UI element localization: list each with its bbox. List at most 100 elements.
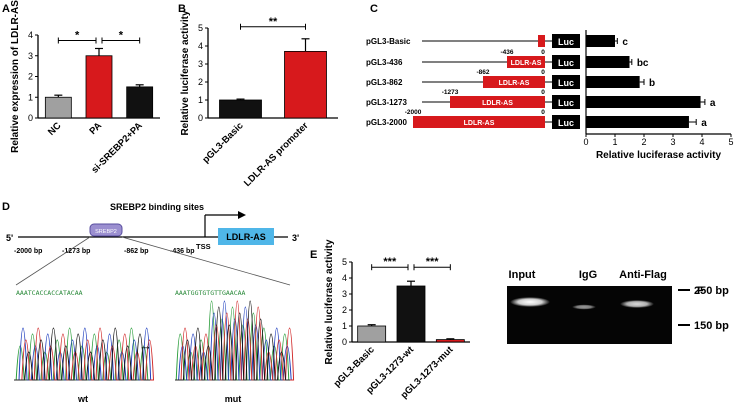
bar: [357, 325, 387, 343]
y-tick-label: 4: [198, 41, 203, 51]
binding-sites-title: SREBP2 binding sites: [110, 202, 204, 212]
construct-name: pGL3-Basic: [366, 37, 411, 46]
y-tick-label: 4: [342, 273, 347, 283]
panel-label-b: B: [178, 3, 186, 15]
y-tick-label: 1: [28, 92, 33, 102]
y-tick-label: 1: [198, 95, 203, 105]
zoom-line-left: [15, 236, 91, 286]
bar: [586, 35, 615, 47]
bar: [586, 76, 640, 88]
panel-label-f: F: [697, 285, 704, 297]
significance-label: *: [119, 29, 124, 41]
promoter-insert: [507, 56, 545, 68]
band-input: [510, 297, 550, 307]
bar: [126, 86, 154, 119]
category-label: PA: [88, 120, 105, 137]
x-tick-label: 2: [641, 137, 646, 147]
panel-label-d: D: [2, 201, 10, 213]
y-tick-label: 4: [28, 30, 33, 40]
x-tick-label: 5: [728, 137, 733, 147]
chart-c: pGL3-Basic Luc c pGL3-436 LDLR-AS -436 0 Luc bc p…: [366, 30, 734, 161]
significance-label: ***: [426, 256, 440, 268]
gel-image: [507, 286, 672, 344]
panel-label-a: A: [2, 3, 10, 15]
pos-862: -862 bp: [124, 248, 149, 255]
y-tick-label: 3: [198, 59, 203, 69]
x-tick-label: 0: [583, 137, 588, 147]
y-axis-label: Relative expression of LDLR-AS: [10, 0, 21, 153]
bar: [85, 55, 113, 119]
luc-box: [552, 95, 580, 109]
lane-anti-flag: Anti-Flag: [619, 269, 667, 281]
construct-name: pGL3-862: [366, 78, 403, 87]
construct-zero: 0: [541, 69, 545, 76]
luc-box: [552, 115, 580, 129]
insert-label: LDLR-AS: [499, 80, 530, 87]
y-tick-label: 0: [198, 113, 203, 123]
luc-box: [552, 55, 580, 69]
srebp2-box: [89, 223, 123, 237]
luc-label: Luc: [558, 98, 574, 108]
bar: [586, 116, 689, 128]
tss-arrow-head: [238, 211, 246, 219]
marker-150: 150 bp: [694, 320, 729, 332]
group-letter: b: [649, 78, 655, 89]
y-tick-label: 2: [198, 77, 203, 87]
pos-2000: -2000 bp: [14, 248, 42, 255]
construct-start: -862: [476, 69, 489, 76]
panel-d-schematic: SREBP2 binding sites 5' SREBP2 LDLR-AS 3…: [6, 202, 299, 404]
marker-250: 250 bp: [694, 285, 729, 297]
construct-zero: 0: [541, 89, 545, 96]
group-letter: c: [622, 37, 628, 48]
srebp2-box-label: SREBP2: [95, 229, 117, 235]
y-tick-label: 5: [198, 23, 203, 33]
x-tick-label: 3: [670, 137, 675, 147]
bar: [284, 51, 327, 119]
construct-start: -436: [500, 49, 513, 56]
significance-label: ***: [383, 256, 397, 268]
group-letter: bc: [637, 58, 649, 69]
y-tick-label: 2: [342, 305, 347, 315]
y-tick-label: 1: [342, 321, 347, 331]
x-tick-label: 1: [612, 137, 617, 147]
wt-label: wt: [77, 394, 88, 404]
y-tick-label: 3: [28, 51, 33, 61]
category-label: LDLR-AS promoter: [242, 120, 311, 189]
significance-label: **: [269, 16, 278, 28]
five-prime-label: 5': [6, 233, 13, 243]
y-tick-label: 0: [28, 113, 33, 123]
insert-label: LDLR-AS: [464, 120, 495, 127]
significance-label: *: [75, 29, 80, 41]
panel-f-gel: Input IgG Anti-Flag 250 bp 150 bp: [507, 269, 729, 344]
promoter-insert: [413, 116, 545, 128]
band-anti-flag: [620, 300, 654, 308]
insert-label: LDLR-AS: [482, 100, 513, 107]
luc-box: [552, 75, 580, 89]
luc-label: Luc: [558, 118, 574, 128]
mut-label: mut: [225, 394, 242, 404]
y-axis-label: Relative luciferase activity: [324, 239, 335, 365]
luc-label: Luc: [558, 58, 574, 68]
chart-b: 0 1 2 3 4 5 Relative luciferase activity pGL3-B…: [180, 10, 338, 189]
wt-sequence: AAATCACCACCATACAA: [16, 289, 83, 297]
construct-name: pGL3-1273: [366, 98, 407, 107]
pos-1273: -1273 bp: [62, 248, 90, 255]
construct-zero: 0: [541, 49, 545, 56]
y-tick-label: 3: [342, 289, 347, 299]
y-tick-label: 0: [342, 337, 347, 347]
panel-label-e: E: [310, 249, 317, 261]
promoter-insert: [450, 96, 545, 108]
construct-start: -2000: [405, 109, 422, 116]
x-tick-label: 4: [699, 137, 704, 147]
bar: [435, 339, 465, 343]
promoter-insert: [538, 35, 545, 47]
band-igg: [572, 304, 596, 310]
lane-input: Input: [509, 269, 536, 281]
group-letter: a: [710, 98, 716, 109]
group-letter: a: [701, 118, 707, 129]
chromatogram-wt: [14, 327, 155, 381]
mut-sequence: AAATGGTGTGTTGAACAA: [175, 289, 246, 297]
